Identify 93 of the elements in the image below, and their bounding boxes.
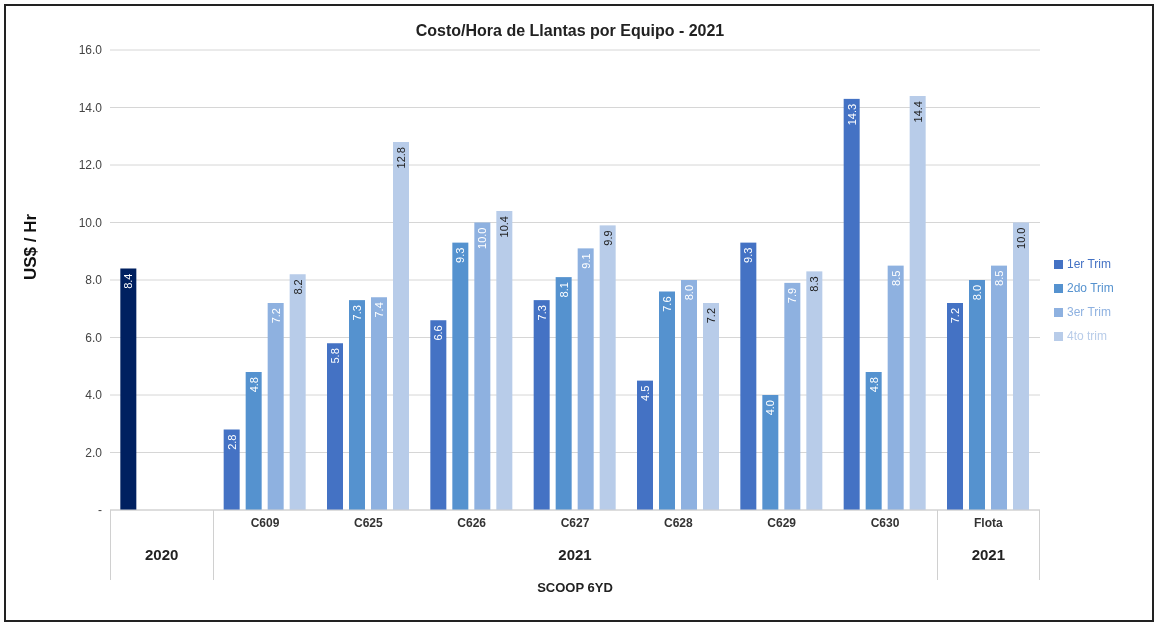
data-label: 14.3 bbox=[845, 103, 858, 126]
data-label: 9.3 bbox=[742, 247, 755, 263]
data-label: 4.8 bbox=[247, 377, 260, 393]
y-tick-label: 4.0 bbox=[85, 388, 103, 403]
bar bbox=[969, 280, 985, 510]
bar bbox=[120, 268, 137, 510]
bar bbox=[452, 242, 469, 510]
bar bbox=[740, 242, 757, 510]
bar bbox=[659, 291, 675, 510]
text: 2021 bbox=[557, 546, 593, 563]
data-label: 7.2 bbox=[269, 308, 282, 324]
bar bbox=[681, 280, 697, 510]
x-tick-label: C629 bbox=[767, 515, 797, 530]
y-tick-label: 8.0 bbox=[85, 273, 103, 288]
bar bbox=[599, 225, 616, 510]
bar bbox=[245, 372, 262, 510]
bar bbox=[555, 277, 572, 510]
data-label: 8.1 bbox=[557, 282, 570, 298]
bar bbox=[762, 395, 779, 510]
chart-title: Costo/Hora de Llantas por Equipo - 2021 bbox=[414, 22, 726, 40]
data-label: 7.2 bbox=[949, 308, 961, 324]
y-tick-label: - bbox=[98, 503, 102, 518]
bar bbox=[267, 303, 284, 510]
data-label: 14.4 bbox=[911, 101, 924, 123]
data-label: 8.5 bbox=[889, 270, 902, 286]
x-tick-label: C609 bbox=[250, 515, 280, 530]
bar bbox=[1013, 222, 1029, 510]
data-label: 8.0 bbox=[683, 285, 695, 301]
data-label: 8.3 bbox=[808, 276, 821, 292]
text: 2020 bbox=[143, 546, 180, 563]
bar bbox=[371, 297, 387, 510]
x-tick-label: C628 bbox=[663, 515, 693, 530]
y-tick-label: 12.0 bbox=[78, 158, 103, 173]
data-label: 7.3 bbox=[351, 305, 363, 321]
legend-label: 4to trim bbox=[1067, 329, 1108, 343]
bar bbox=[223, 429, 240, 510]
x-tick-label: C626 bbox=[457, 515, 487, 530]
data-label: 10.4 bbox=[498, 216, 511, 238]
bar bbox=[887, 265, 904, 510]
data-label: 8.5 bbox=[993, 270, 1005, 286]
x-tick-label: C627 bbox=[560, 515, 590, 530]
data-label: 7.9 bbox=[786, 287, 799, 304]
data-label: 2.8 bbox=[225, 434, 238, 450]
bar bbox=[496, 211, 513, 510]
bar bbox=[577, 248, 594, 510]
data-label: 10.0 bbox=[1015, 227, 1027, 249]
x-axis-title: SCOOP 6YD bbox=[537, 580, 613, 595]
data-label: 8.0 bbox=[971, 285, 983, 301]
x-tick-label: C630 bbox=[870, 515, 900, 530]
bar bbox=[806, 271, 823, 510]
y-tick-label: 6.0 bbox=[85, 330, 103, 345]
data-label: 9.3 bbox=[454, 247, 467, 263]
data-label: 8.2 bbox=[291, 279, 304, 295]
bar bbox=[947, 303, 963, 510]
bar bbox=[533, 300, 550, 510]
bar bbox=[430, 320, 447, 510]
data-label: 4.8 bbox=[867, 377, 880, 393]
data-label: 7.3 bbox=[535, 305, 548, 321]
data-label: 7.6 bbox=[661, 296, 673, 312]
bar bbox=[784, 282, 801, 510]
x-tick-label: C625 bbox=[353, 515, 383, 530]
legend-label: 3er Trim bbox=[1067, 305, 1112, 319]
bar bbox=[474, 222, 491, 510]
y-axis-title: US$ / Hr bbox=[21, 213, 41, 280]
data-label: 9.9 bbox=[601, 230, 614, 246]
bar bbox=[349, 300, 365, 510]
bar bbox=[703, 303, 719, 510]
bar bbox=[289, 274, 306, 510]
data-label: 12.8 bbox=[395, 147, 407, 169]
bar bbox=[393, 142, 409, 510]
data-label: 7.2 bbox=[705, 308, 717, 324]
y-tick-label: 14.0 bbox=[78, 100, 103, 115]
data-label: 4.0 bbox=[764, 400, 777, 416]
data-label: 10.0 bbox=[476, 227, 489, 249]
bar bbox=[843, 98, 860, 510]
text: 2021 bbox=[970, 546, 1006, 563]
legend-label: 1er Trim bbox=[1067, 257, 1112, 271]
y-tick-label: 16.0 bbox=[78, 43, 103, 58]
data-label: 5.8 bbox=[329, 348, 341, 364]
legend-label: 2do Trim bbox=[1067, 281, 1114, 295]
data-label: 4.5 bbox=[639, 385, 651, 401]
bar bbox=[327, 343, 343, 510]
data-label: 7.4 bbox=[373, 302, 385, 318]
bar bbox=[991, 265, 1007, 510]
bar bbox=[865, 372, 882, 510]
bar bbox=[637, 380, 653, 510]
y-tick-label: 2.0 bbox=[85, 445, 103, 460]
y-tick-label: 10.0 bbox=[78, 215, 103, 230]
data-label: 9.1 bbox=[579, 253, 592, 269]
x-tick-label: Flota bbox=[974, 515, 1003, 530]
data-label: 6.6 bbox=[432, 325, 445, 341]
data-label: 8.4 bbox=[122, 273, 135, 289]
bar bbox=[909, 96, 926, 510]
